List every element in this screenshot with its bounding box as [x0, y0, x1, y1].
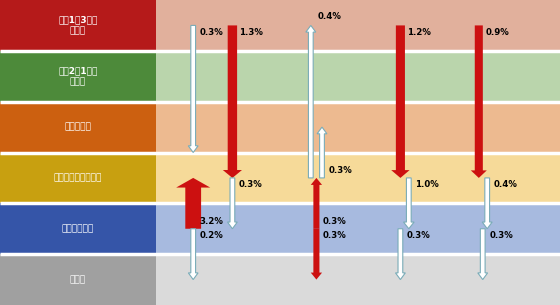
Text: 0.3%: 0.3% [323, 231, 347, 240]
Bar [156, 0, 560, 51]
Bar [0, 51, 156, 102]
Text: 県庁所在市・中核市: 県庁所在市・中核市 [54, 174, 102, 182]
Text: 0.4%: 0.4% [318, 12, 342, 21]
Text: 政令指定市: 政令指定市 [64, 123, 91, 131]
Text: 0.4%: 0.4% [494, 180, 518, 189]
Text: 0.3%: 0.3% [323, 217, 347, 226]
Bar [0, 254, 156, 305]
FancyArrow shape [188, 25, 198, 152]
Bar [0, 102, 156, 152]
Bar [156, 203, 560, 254]
FancyArrow shape [311, 229, 322, 280]
Text: その他の市部: その他の市部 [62, 224, 94, 233]
Text: 0.3%: 0.3% [489, 231, 513, 240]
Text: 0.9%: 0.9% [486, 28, 509, 37]
FancyArrow shape [227, 178, 237, 229]
FancyArrow shape [482, 178, 492, 229]
FancyArrow shape [311, 178, 322, 229]
Bar [0, 0, 156, 51]
FancyArrow shape [478, 229, 488, 280]
FancyArrow shape [395, 229, 405, 280]
Bar [156, 152, 560, 203]
Bar [0, 152, 156, 203]
FancyArrow shape [391, 25, 409, 178]
Text: 3.2%: 3.2% [200, 217, 224, 226]
FancyArrow shape [317, 127, 327, 178]
Text: 近畿2府1県の
市区部: 近畿2府1県の 市区部 [58, 66, 97, 86]
Bar [0, 203, 156, 254]
Text: 0.3%: 0.3% [239, 180, 263, 189]
FancyArrow shape [223, 25, 242, 178]
FancyArrow shape [403, 178, 414, 229]
Text: 0.3%: 0.3% [407, 231, 431, 240]
Text: 関東1都3県の
市区部: 関東1都3県の 市区部 [58, 15, 97, 35]
FancyArrow shape [306, 25, 316, 178]
Text: 0.3%: 0.3% [200, 28, 223, 37]
Text: 0.3%: 0.3% [329, 167, 352, 175]
Text: 0.2%: 0.2% [200, 231, 223, 240]
Text: 1.0%: 1.0% [416, 180, 439, 189]
FancyArrow shape [471, 25, 487, 178]
Bar [156, 254, 560, 305]
Text: 町村部: 町村部 [70, 275, 86, 284]
Text: 1.2%: 1.2% [407, 28, 431, 37]
Text: 1.3%: 1.3% [239, 28, 263, 37]
FancyArrow shape [188, 229, 198, 280]
Bar [156, 102, 560, 152]
FancyArrow shape [176, 178, 210, 229]
Bar [156, 51, 560, 102]
